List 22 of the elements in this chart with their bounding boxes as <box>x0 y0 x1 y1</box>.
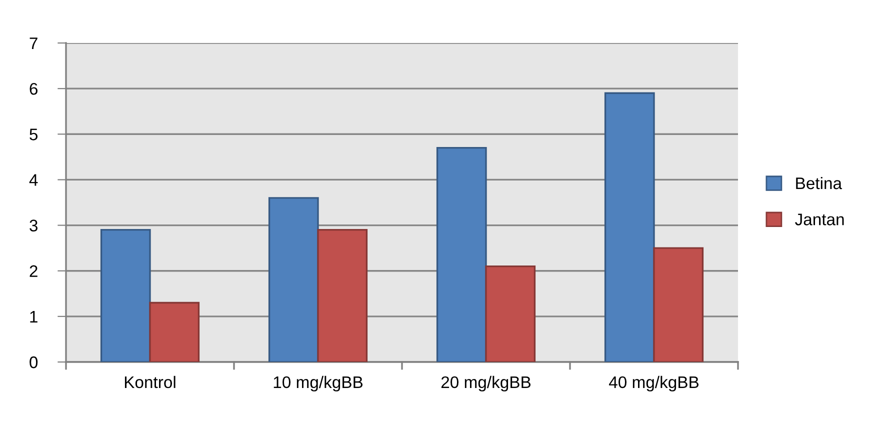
x-tick-label: Kontrol <box>124 376 176 388</box>
bar <box>436 146 487 362</box>
y-tick-label: 5 <box>30 128 38 140</box>
bar <box>604 92 655 362</box>
y-tick-label: 0 <box>30 356 38 368</box>
bar <box>485 265 536 362</box>
legend-label: Jantan <box>795 214 844 226</box>
bar <box>653 247 704 362</box>
x-tick-label: 40 mg/kgBB <box>608 376 699 392</box>
y-tick-label: 6 <box>30 82 38 95</box>
bar <box>149 302 200 362</box>
y-tick-label: 1 <box>30 311 38 322</box>
y-tick-label: 7 <box>30 38 38 50</box>
y-tick-label: 2 <box>30 265 38 277</box>
y-tick-label: 4 <box>29 174 38 186</box>
bar <box>100 229 151 362</box>
bar <box>317 229 368 362</box>
x-tick-label: 10 mg/kgBB <box>274 376 363 392</box>
y-tick-label: 3 <box>30 220 38 232</box>
bar <box>268 197 319 362</box>
legend-label: Betina <box>796 176 842 190</box>
x-tick-label: 20 mg/kgBB <box>441 376 531 392</box>
